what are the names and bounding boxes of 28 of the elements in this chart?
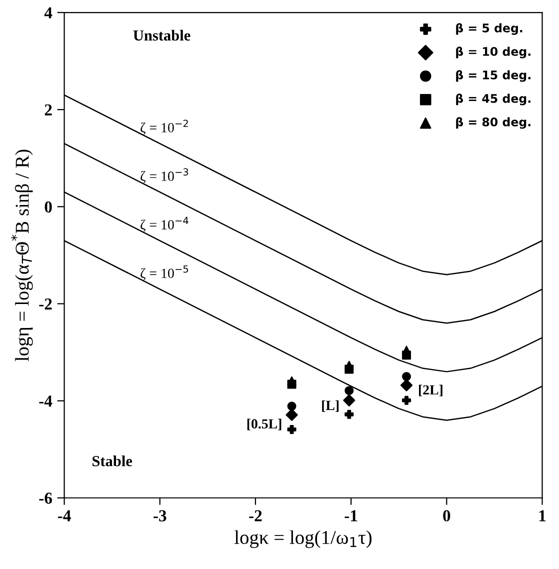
legend-label: β = 10 deg. xyxy=(456,46,530,58)
annotation: [L] xyxy=(322,400,339,412)
series-label: ζ = 10$^{−3}$ xyxy=(140,168,188,184)
y-axis-title: logη = log(α$_{T}$Θ$^{*}$B sinβ / R) xyxy=(11,150,33,362)
annotation: [2L] xyxy=(418,384,442,396)
x-tick-label: -2 xyxy=(249,510,262,522)
legend-label: β = 15 deg. xyxy=(456,70,530,82)
y-tick-label: 2 xyxy=(44,104,52,116)
x-axis-title: logκ = log(1/ω$_{1}$τ) xyxy=(234,530,372,548)
x-tick-label: -4 xyxy=(58,510,71,522)
legend-label: β = 80 deg. xyxy=(456,117,530,129)
y-tick-label: -2 xyxy=(39,298,52,310)
x-tick-label: 0 xyxy=(443,510,450,522)
x-tick-label: 1 xyxy=(539,510,546,522)
y-tick-label: -4 xyxy=(39,396,52,407)
series-label: ζ = 10$^{−2}$ xyxy=(140,120,188,135)
legend-label: β = 5 deg. xyxy=(456,23,522,35)
annotation: Unstable xyxy=(133,30,190,41)
x-tick-label: -3 xyxy=(154,510,166,522)
y-tick-label: 4 xyxy=(44,7,52,18)
y-tick-label: 0 xyxy=(44,201,52,213)
legend-label: β = 45 deg. xyxy=(456,94,530,106)
annotation: [0.5L] xyxy=(247,418,282,430)
series-label: ζ = 10$^{−5}$ xyxy=(140,265,188,280)
x-tick-label: -1 xyxy=(344,510,358,522)
annotation: Stable xyxy=(92,456,132,466)
series-label: ζ = 10$^{−4}$ xyxy=(140,216,188,232)
y-tick-label: -6 xyxy=(39,492,52,504)
